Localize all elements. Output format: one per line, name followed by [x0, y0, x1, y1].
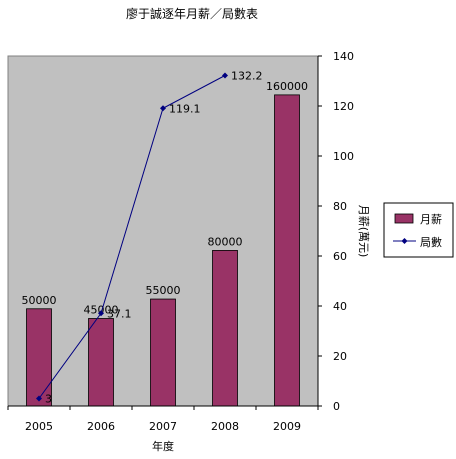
line-layer — [36, 72, 228, 402]
bar-2006 — [88, 318, 114, 407]
x-tick-label-2009: 2009 — [273, 420, 301, 433]
chart-title: 廖于誠逐年月薪／局數表 — [126, 6, 258, 21]
games-point-2007 — [160, 105, 166, 112]
legend-bar-swatch — [394, 213, 414, 224]
y2-tick-label-100: 100 — [333, 150, 354, 163]
x-axis-label: 年度 — [152, 439, 174, 453]
bar-label-2006: 45000 — [84, 304, 119, 317]
legend-box — [383, 202, 454, 258]
y2-tick-label-60: 60 — [333, 250, 347, 263]
legend-label-salary: 月薪 — [420, 213, 442, 226]
line-labels-layer: 3 37.1 119.1 132.2 — [45, 70, 263, 406]
y2-ticks-layer: 0 20 40 60 80 100 120 140 — [318, 50, 354, 413]
bar-label-2005: 50000 — [22, 294, 57, 307]
games-line — [38, 75, 226, 399]
x-tick-label-2005: 2005 — [25, 420, 53, 433]
legend-line-marker — [401, 238, 408, 244]
y2-tick-label-140: 140 — [333, 50, 354, 63]
bar-2009 — [274, 94, 300, 407]
bar-labels-layer: 50000 45000 55000 80000 160000 — [22, 80, 309, 317]
games-label-2008: 132.2 — [231, 70, 263, 83]
legend-label-games: 局數 — [420, 236, 442, 249]
games-label-2006: 37.1 — [107, 307, 132, 320]
bar-2008 — [212, 250, 238, 407]
bar-label-2009: 160000 — [266, 80, 308, 93]
games-point-2005 — [36, 395, 42, 402]
y2-tick-label-80: 80 — [333, 200, 347, 213]
x-ticks-layer: 2005 2006 2007 2008 2009 — [7, 406, 319, 433]
bar-label-2007: 55000 — [146, 284, 181, 297]
bar-2005 — [26, 308, 52, 407]
bars-layer — [26, 94, 300, 407]
x-tick-label-2007: 2007 — [149, 420, 177, 433]
y2-tick-label-40: 40 — [333, 300, 347, 313]
y2-tick-label-20: 20 — [333, 350, 347, 363]
games-label-2005: 3 — [45, 393, 52, 406]
games-label-2007: 119.1 — [169, 102, 201, 115]
games-point-2008 — [222, 72, 228, 79]
x-tick-label-2008: 2008 — [211, 420, 239, 433]
legend: 月薪 局數 — [383, 202, 454, 258]
y2-axis-label: 月薪(萬元) — [357, 205, 370, 258]
games-point-2006 — [98, 310, 104, 317]
bar-label-2008: 80000 — [208, 235, 243, 248]
y2-tick-label-120: 120 — [333, 100, 354, 113]
x-tick-label-2006: 2006 — [87, 420, 115, 433]
y2-tick-label-0: 0 — [333, 400, 340, 413]
bar-2007 — [150, 298, 176, 407]
